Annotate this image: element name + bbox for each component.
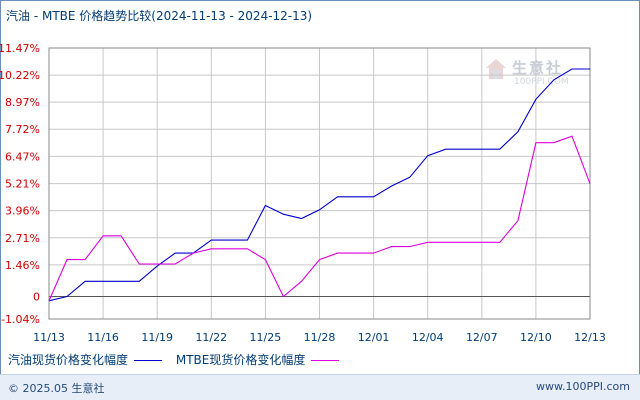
title-text: 汽油 - MTBE 价格趋势比较 — [6, 9, 152, 23]
y-tick-label: 3.96% — [5, 205, 40, 218]
y-tick-label: 7.72% — [5, 123, 40, 136]
y-tick-label: -1.04% — [1, 313, 40, 326]
watermark-brand-en: 100PPI.COM — [514, 77, 569, 87]
series-line-gasoline — [48, 68, 590, 302]
x-tick-label: 11/22 — [195, 331, 227, 344]
x-tick-label: 12/07 — [466, 331, 498, 344]
x-tick-label: 11/13 — [33, 331, 65, 344]
x-tick-label: 12/01 — [358, 331, 390, 344]
x-tick-label: 11/25 — [250, 331, 282, 344]
footer-site-link[interactable]: www.100PPI.com — [536, 380, 630, 393]
y-tick-label: 1.46% — [5, 259, 40, 272]
watermark-brand-cn: 生意社 — [512, 59, 564, 77]
legend: 汽油现货价格变化幅度 MTBE现货价格变化幅度 — [8, 351, 349, 368]
y-axis-labels: 11.47% 10.22% 8.97% 7.72% 6.47% 5.21% 3.96% 2.7… — [0, 42, 40, 326]
y-tick-label: 8.97% — [5, 96, 40, 109]
x-tick-label: 12/04 — [412, 331, 444, 344]
legend-item-gasoline: 汽油现货价格变化幅度 — [8, 351, 163, 368]
x-axis-labels: 11/13 11/16 11/19 11/22 11/25 11/28 12/01 12/04… — [33, 331, 606, 344]
legend-label-gasoline: 汽油现货价格变化幅度 — [8, 353, 129, 367]
y-tick-label: 11.47% — [0, 42, 40, 55]
legend-item-mtbe: MTBE现货价格变化幅度 — [176, 351, 340, 368]
y-tick-label: 10.22% — [0, 69, 40, 82]
x-tick-label: 11/28 — [304, 331, 336, 344]
legend-label-mtbe: MTBE现货价格变化幅度 — [175, 353, 306, 367]
footer-copyright: © 2025.05 生意社 — [8, 382, 105, 395]
title-date-range: (2024-11-13 - 2024-12-13) — [151, 9, 313, 23]
legend-swatch-mtbe — [311, 360, 340, 361]
y-tick-label: 5.21% — [5, 178, 40, 191]
legend-swatch-gasoline — [134, 360, 163, 361]
watermark: 生意社 100PPI.COM — [482, 55, 574, 95]
y-tick-label: 2.71% — [5, 232, 40, 245]
grid-lines — [48, 47, 591, 320]
house-logo-icon — [486, 59, 506, 79]
chart-title: 汽油 - MTBE 价格趋势比较(2024-11-13 - 2024-12-13… — [6, 7, 312, 24]
series-lines — [48, 68, 591, 302]
footer: © 2025.05 生意社 www.100PPI.com — [0, 374, 640, 400]
y-tick-label: 0 — [33, 290, 40, 303]
x-tick-label: 11/19 — [141, 331, 173, 344]
series-line-mtbe — [48, 135, 591, 302]
y-tick-label: 6.47% — [5, 150, 40, 163]
x-tick-label: 12/10 — [520, 331, 552, 344]
x-tick-label: 11/16 — [87, 331, 119, 344]
x-tick-label: 12/13 — [574, 331, 606, 344]
